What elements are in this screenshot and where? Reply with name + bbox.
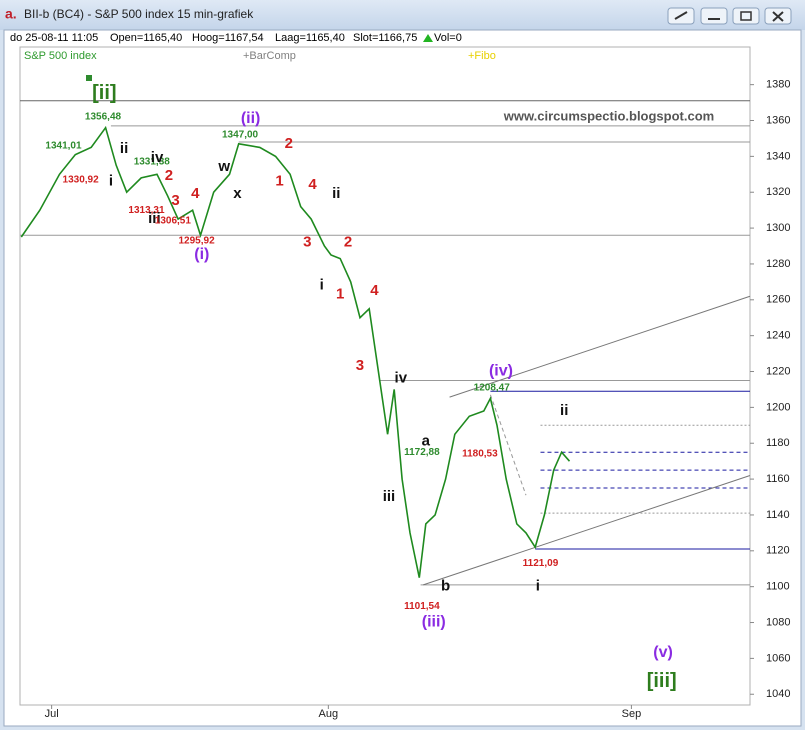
y-tick-label: 1380 — [766, 79, 790, 91]
annotation: [ii] — [92, 82, 116, 104]
price-line — [20, 125, 571, 578]
annotation: a — [422, 432, 431, 449]
annotation: 1121,09 — [523, 558, 559, 569]
info-high: Hoog=1167,54 — [192, 32, 264, 44]
annotation: iv — [395, 370, 408, 387]
y-tick-label: 1260 — [766, 294, 790, 306]
y-tick-label: 1140 — [766, 509, 790, 521]
annotation: (iv) — [489, 363, 513, 380]
annotation: iii — [148, 210, 161, 227]
annotation: 1356,48 — [85, 112, 122, 123]
annotation: 3 — [303, 233, 311, 250]
y-tick-label: 1180 — [766, 437, 790, 449]
window-title: BII-b (BC4) - S&P 500 index 15 min-grafi… — [24, 7, 254, 21]
y-tick-label: 1120 — [766, 545, 790, 557]
minimize-button[interactable] — [700, 7, 728, 25]
annotation: ii — [560, 402, 568, 419]
window-buttons[interactable] — [667, 7, 792, 25]
app-icon: a. — [5, 6, 17, 22]
trend-line — [489, 394, 527, 496]
info-low: Laag=1165,40 — [275, 32, 345, 44]
y-tick-label: 1060 — [766, 652, 790, 664]
annotation: (v) — [653, 644, 673, 661]
annotation: 1 — [336, 285, 344, 302]
annotation: (i) — [194, 246, 209, 263]
annotation: 3 — [356, 357, 364, 374]
legend-entry: S&P 500 index — [24, 50, 97, 62]
annotation: x — [233, 185, 242, 202]
annotation: 1313,31 — [128, 205, 165, 216]
annotation: w — [217, 158, 230, 175]
annotation: 4 — [370, 282, 379, 299]
marker — [86, 75, 92, 81]
annotation: iv — [151, 149, 164, 166]
y-tick-label: 1080 — [766, 616, 790, 628]
annotation: iii — [383, 488, 396, 505]
y-tick-label: 1160 — [766, 473, 790, 485]
legend-entry: +Fibo — [468, 50, 496, 62]
y-tick-label: 1320 — [766, 186, 790, 198]
annotation: 1295,92 — [178, 235, 215, 246]
annotation: i — [320, 276, 324, 293]
annotation: b — [441, 578, 450, 595]
annotation: ii — [120, 140, 128, 157]
annotation: 1331,38 — [134, 156, 171, 167]
x-tick-label: Sep — [622, 708, 642, 720]
annotation: 1306,51 — [155, 216, 192, 227]
trend-line — [423, 475, 751, 586]
annotation: [iii] — [647, 670, 677, 692]
annotation: (ii) — [241, 110, 261, 127]
trend-line — [449, 295, 751, 398]
maximize-button[interactable] — [732, 7, 760, 25]
y-tick-label: 1040 — [766, 688, 790, 700]
annotation: 3 — [171, 192, 179, 209]
y-tick-label: 1340 — [766, 150, 790, 162]
annotation: (iii) — [422, 614, 446, 631]
annotation: 4 — [308, 176, 317, 193]
info-volume: Vol=0 — [434, 32, 462, 44]
annotation: 1172,88 — [404, 447, 440, 458]
x-tick-label: Jul — [45, 708, 59, 720]
annotation: 1 — [275, 172, 283, 189]
annotation: i — [109, 172, 113, 189]
x-tick-label: Aug — [319, 708, 339, 720]
annotation: 2 — [165, 167, 173, 184]
plot-area — [19, 46, 751, 706]
y-tick-label: 1360 — [766, 114, 790, 126]
legend-entry: +BarComp — [243, 50, 296, 62]
annotation: 1347,00 — [222, 129, 259, 140]
annotation: www.circumspectio.blogspot.com — [503, 108, 714, 123]
info-open: Open=1165,40 — [110, 32, 182, 44]
y-tick-label: 1220 — [766, 365, 790, 377]
annotation: 2 — [285, 135, 293, 152]
annotation: ii — [332, 185, 340, 202]
info-close: Slot=1166,75 — [353, 32, 417, 44]
y-tick-label: 1100 — [766, 581, 790, 593]
annotation: 1208,47 — [474, 382, 511, 393]
annotation: i — [536, 578, 540, 595]
annotation: 4 — [191, 185, 200, 202]
y-tick-label: 1300 — [766, 222, 790, 234]
annotation: 1330,92 — [63, 174, 100, 185]
annotation: 1180,53 — [462, 449, 498, 460]
info-date: do 25-08-11 11:05 — [10, 32, 98, 44]
info-bar: do 25-08-11 11:05 Open=1165,40 Hoog=1167… — [10, 32, 462, 44]
annotation: 2 — [344, 233, 352, 250]
annotation: 1101,54 — [404, 601, 440, 612]
up-arrow — [423, 34, 433, 42]
annotation: 1341,01 — [45, 140, 82, 151]
y-tick-label: 1200 — [766, 401, 790, 413]
y-tick-label: 1240 — [766, 330, 790, 342]
y-tick-label: 1280 — [766, 258, 790, 270]
